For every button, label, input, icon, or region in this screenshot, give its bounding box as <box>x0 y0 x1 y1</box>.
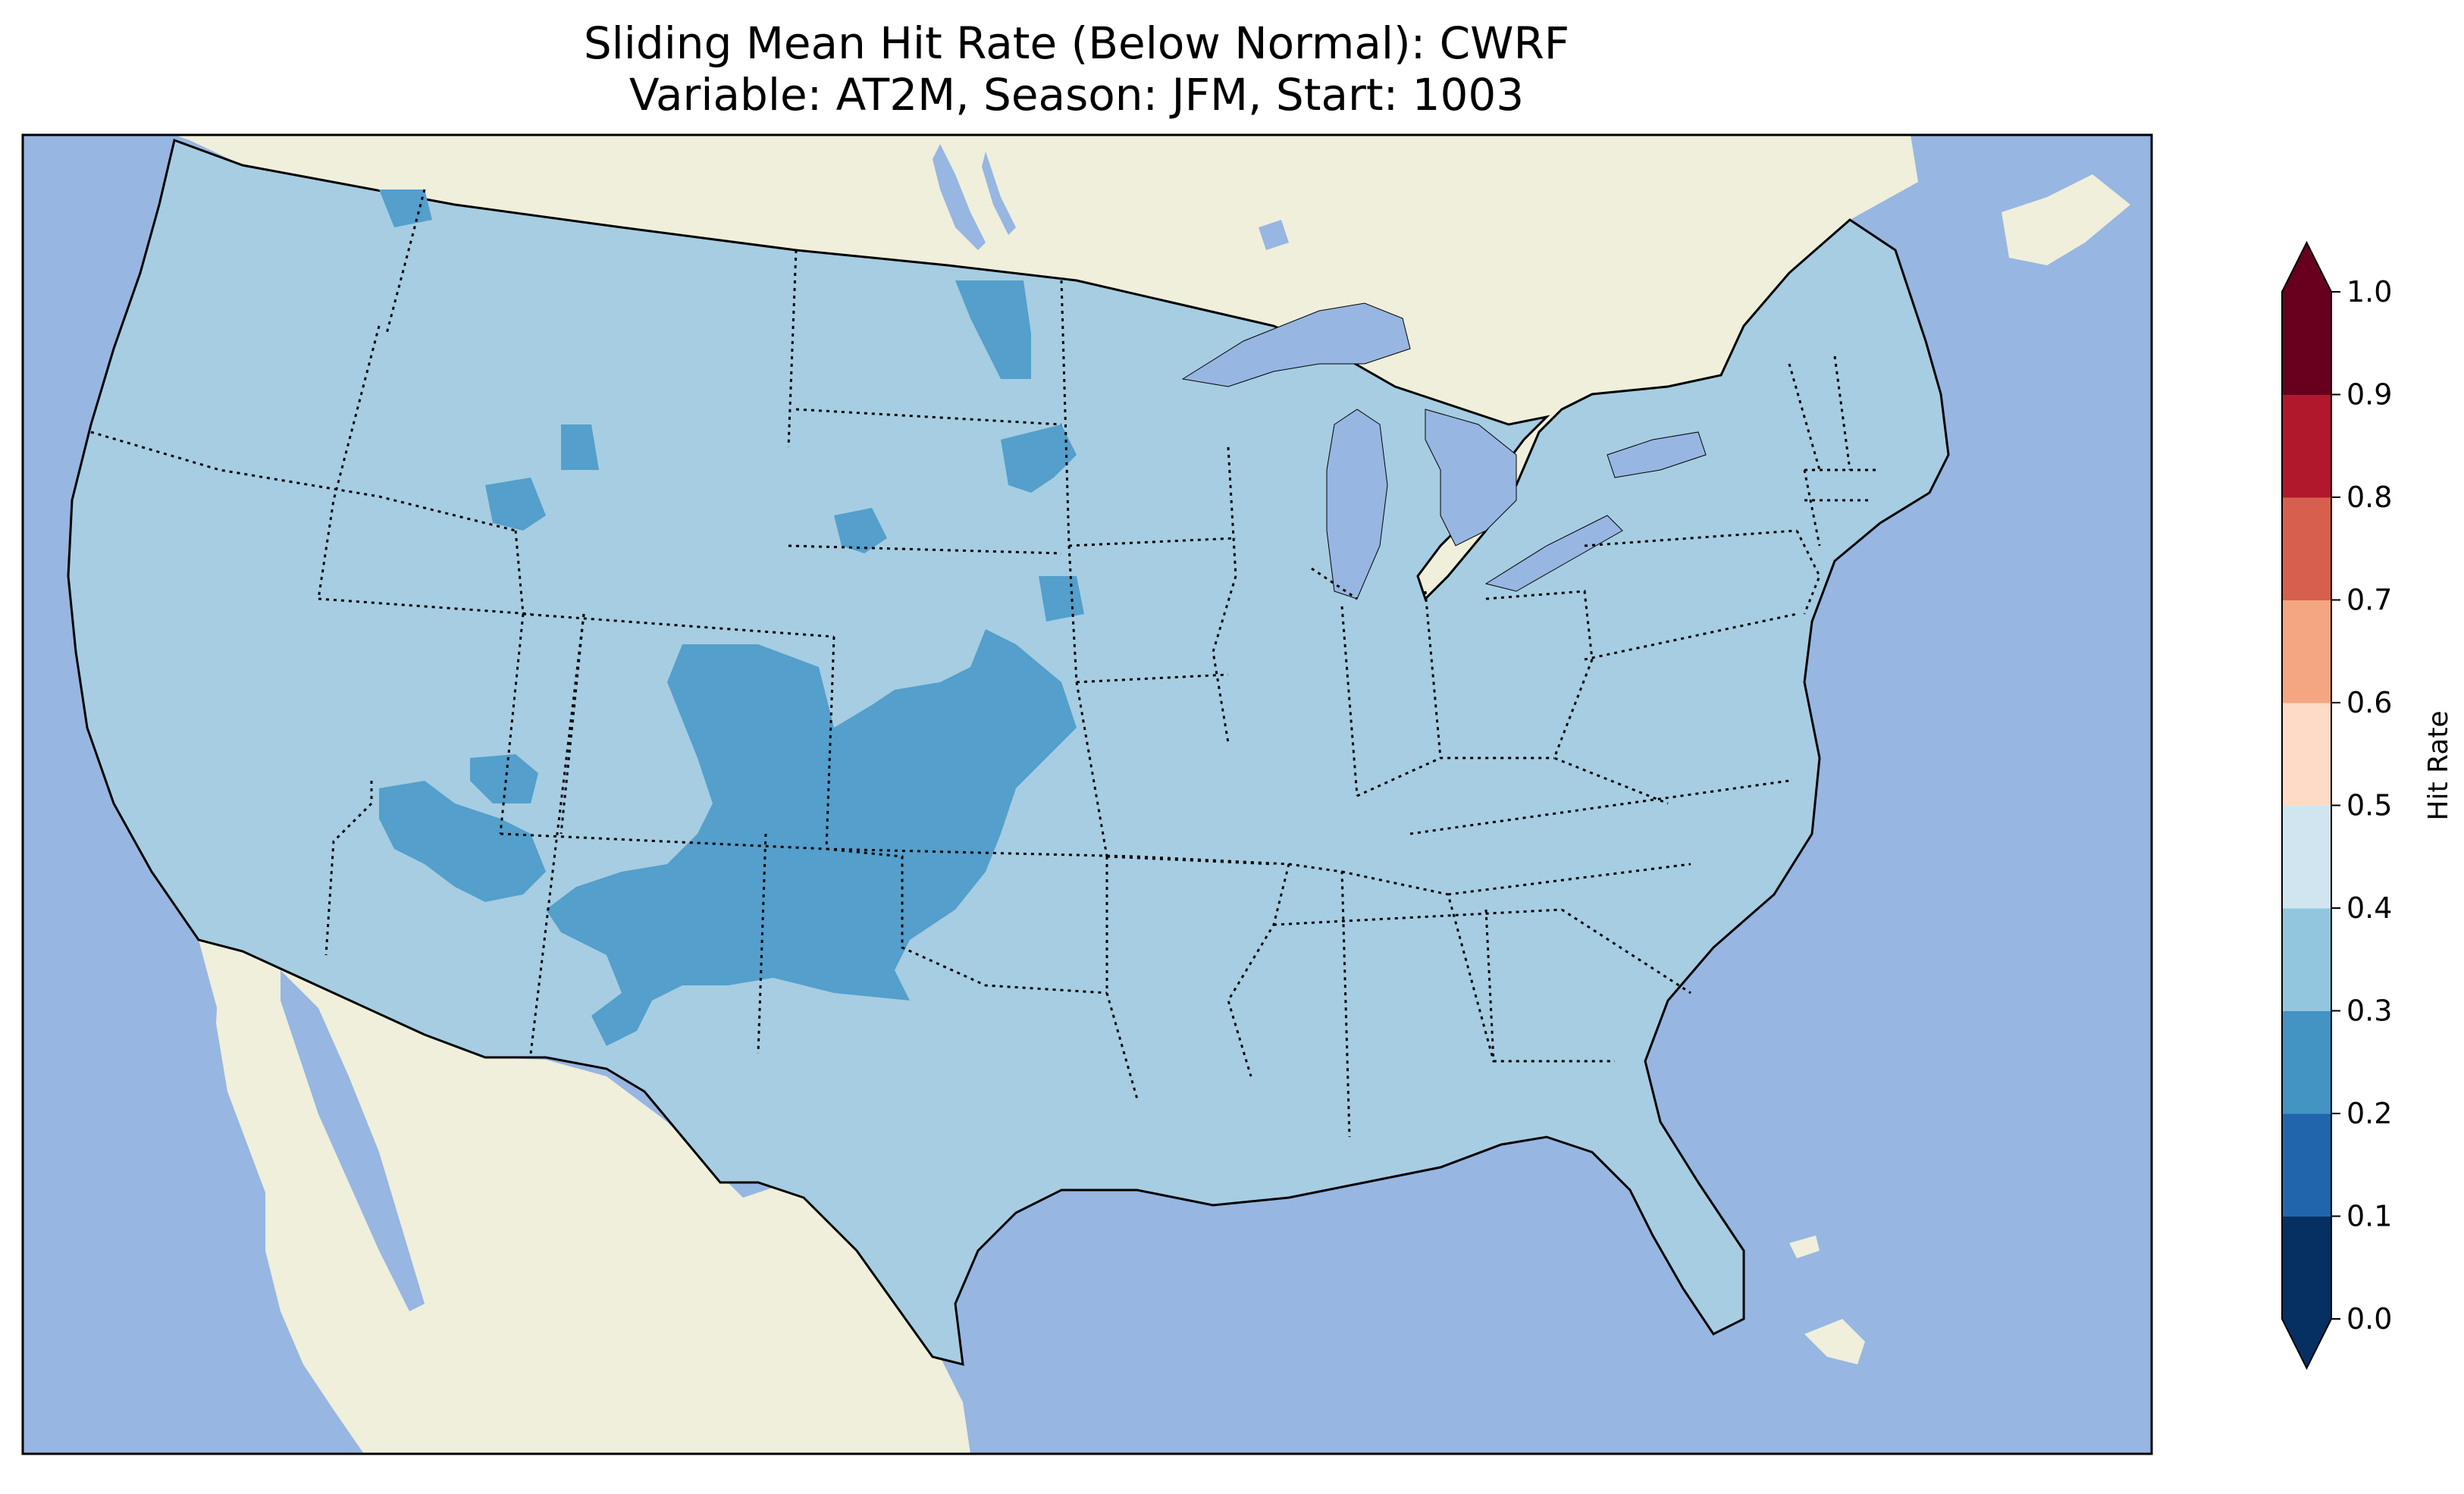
colorbar-segment <box>2282 1113 2331 1217</box>
colorbar-tick-label: 0.5 <box>2346 789 2392 822</box>
patch-north-dakota <box>955 280 1031 379</box>
colorbar-extend-max <box>2282 243 2331 292</box>
patch-wyoming <box>561 424 599 470</box>
colorbar-segment <box>2282 1010 2331 1114</box>
colorbar-tick-label: 0.1 <box>2346 1200 2392 1233</box>
colorbar-segment <box>2282 394 2331 498</box>
lake-superior <box>1181 302 1411 387</box>
canada-lakes <box>933 144 1289 250</box>
colorbar-tick-label: 0.9 <box>2346 378 2392 412</box>
colorbar-segment <box>2282 703 2331 806</box>
patch-southwest <box>546 629 1077 1046</box>
colorbar-segment <box>2282 908 2331 1011</box>
patch-utah <box>470 754 538 803</box>
colorbar-segment <box>2282 600 2331 703</box>
colorbar-segment <box>2282 805 2331 909</box>
colorbar-extend-min <box>2282 1319 2331 1368</box>
colorbar-tick-label: 0.3 <box>2346 994 2392 1028</box>
map-frame <box>21 133 2153 1455</box>
chart-title: Sliding Mean Hit Rate (Below Normal): CW… <box>583 17 1570 69</box>
patch-arizona <box>379 781 546 902</box>
colorbar-segment <box>2282 1216 2331 1320</box>
colorbar-tick-label: 0.0 <box>2346 1302 2392 1336</box>
colorbar-segment <box>2282 292 2331 395</box>
colorbar-tick-label: 0.4 <box>2346 891 2392 925</box>
colorbar-tick-label: 0.7 <box>2346 584 2392 617</box>
lake-manitoba <box>982 152 1016 235</box>
colorbar-segment <box>2282 497 2331 600</box>
nova-scotia <box>2002 174 2130 265</box>
state-borders <box>90 189 1880 1138</box>
lake-nipigon <box>1259 220 1289 250</box>
great-lakes <box>1181 302 1707 600</box>
canada-land <box>174 135 1918 599</box>
mexico-land <box>199 940 970 1454</box>
baja-land <box>216 955 425 1433</box>
lake-michigan <box>1326 409 1388 600</box>
bahamas-island <box>1789 1236 1820 1258</box>
lake-ontario <box>1607 431 1707 478</box>
lake-winnipeg <box>933 144 986 250</box>
colorbar-tick-label: 0.2 <box>2346 1097 2392 1130</box>
patch-idaho-montana <box>485 478 546 531</box>
cuba-land <box>1804 1319 1865 1364</box>
lake-erie <box>1484 515 1623 592</box>
patch-nebraska <box>834 508 887 553</box>
gulf-of-california <box>281 970 425 1311</box>
patch-iowa <box>1039 576 1084 622</box>
patch-south-dakota <box>1001 424 1077 493</box>
chart-subtitle: Variable: AT2M, Season: JFM, Start: 1003 <box>629 69 1525 121</box>
lake-huron <box>1425 409 1517 547</box>
patch-washington <box>379 189 432 227</box>
colorbar-tick-label: 1.0 <box>2346 275 2392 309</box>
low-hit-rate-patches <box>379 189 1084 1046</box>
colorbar-tick-label: 0.8 <box>2346 481 2392 514</box>
colorbar-tick-label: 0.6 <box>2346 686 2392 719</box>
colorbar-label: Hit Rate <box>2423 710 2454 820</box>
